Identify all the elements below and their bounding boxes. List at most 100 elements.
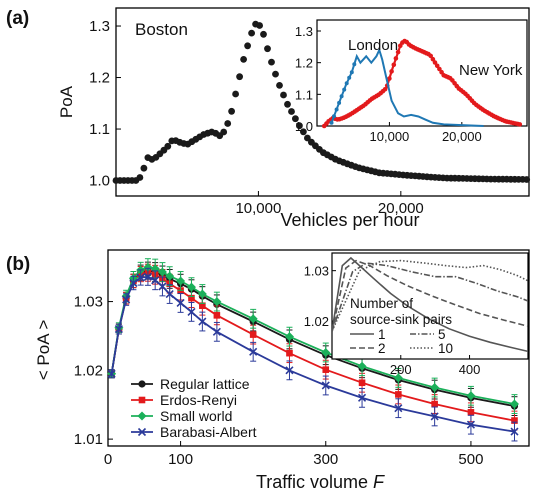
new-york-point bbox=[517, 122, 523, 127]
small-world-point bbox=[393, 373, 403, 383]
panel-a-y-ticks: 1.0 1.1 1.2 1.3 bbox=[89, 18, 121, 190]
erdos-renyi-point bbox=[199, 302, 206, 310]
panel-b: (b) 1.01 1.02 1.03 0 100 300 500 < PoA > Traf… bbox=[6, 249, 530, 492]
erdos-renyi-point bbox=[249, 331, 257, 338]
inset-a-x-tick-label: 10,000 bbox=[370, 129, 410, 144]
boston-point bbox=[240, 56, 248, 63]
panel-b-ylabel: < PoA > bbox=[34, 320, 53, 381]
inset-b-line-1 bbox=[332, 256, 528, 353]
new-york-point bbox=[430, 56, 436, 62]
london-point bbox=[344, 81, 349, 86]
legend-label-barabasi-albert: Barabasi-Albert bbox=[160, 424, 257, 440]
london-point bbox=[342, 87, 347, 92]
panel-b-y-tick-label: 1.02 bbox=[74, 362, 103, 379]
small-world-point bbox=[284, 332, 294, 342]
boston-point bbox=[523, 176, 531, 183]
small-world-point bbox=[357, 361, 367, 371]
erdos-renyi-point bbox=[358, 379, 366, 387]
boston-point bbox=[220, 128, 228, 136]
legend-label-regular-lattice: Regular lattice bbox=[160, 376, 250, 392]
new-york-point bbox=[437, 66, 442, 72]
legend-marker-erdos-renyi bbox=[138, 396, 146, 404]
erdos-renyi-point bbox=[511, 417, 518, 424]
panel-b-x-tick-label: 0 bbox=[104, 451, 112, 468]
erdos-renyi-point bbox=[467, 409, 475, 416]
erdos-renyi-point bbox=[188, 294, 195, 302]
panel-b-label: (b) bbox=[6, 254, 30, 275]
barabasi-albert-point bbox=[122, 295, 131, 304]
panel-a-y-tick-label: 1.1 bbox=[89, 121, 110, 138]
new-york-point bbox=[391, 62, 397, 68]
legend-marker-barabasi-albert bbox=[137, 427, 147, 437]
boston-point bbox=[276, 82, 283, 89]
inset-b-legend-label-5: 5 bbox=[438, 327, 446, 342]
barabasi-albert-point bbox=[165, 289, 174, 299]
inset-b-legend-label-10: 10 bbox=[438, 341, 453, 356]
panel-b-y-tick-label: 1.03 bbox=[74, 294, 103, 311]
inset-a-y-tick-label: 1.1 bbox=[295, 87, 313, 102]
barabasi-albert-point bbox=[151, 276, 160, 285]
small-world-point bbox=[212, 297, 222, 307]
small-world-point bbox=[430, 383, 440, 393]
small-world-point bbox=[143, 262, 153, 272]
boston-point bbox=[280, 91, 287, 99]
erdos-renyi-point bbox=[322, 366, 330, 373]
legend-label-erdos-renyi: Erdos-Renyi bbox=[160, 392, 237, 408]
inset-b-y-ticks: 1.02 1.03 bbox=[304, 264, 336, 329]
boston-point bbox=[288, 108, 295, 115]
barabasi-albert-point bbox=[107, 369, 116, 378]
inset-a: 1.0 1.1 1.2 1.3 10,000 20,000 London New Yor… bbox=[295, 19, 528, 144]
barabasi-albert-point bbox=[198, 317, 207, 326]
barabasi-albert-point bbox=[129, 278, 138, 288]
boston-point bbox=[272, 70, 279, 78]
london-point bbox=[329, 120, 334, 125]
boston-point bbox=[244, 42, 252, 50]
inset-a-y-ticks: 1.0 1.1 1.2 1.3 bbox=[295, 24, 321, 134]
inset-a-marks bbox=[321, 38, 523, 129]
barabasi-albert-point bbox=[321, 381, 330, 390]
boston-point bbox=[140, 164, 148, 172]
boston-point bbox=[164, 142, 172, 150]
boston-point bbox=[236, 73, 244, 81]
panel-b-xlabel-text: Traffic volume bbox=[256, 472, 373, 492]
small-world-point bbox=[186, 282, 196, 292]
small-world-point bbox=[248, 314, 258, 324]
panel-b-x-ticks: 0 100 300 500 bbox=[104, 441, 483, 468]
panel-a-annotation: Boston bbox=[135, 20, 188, 39]
panel-b-frame bbox=[107, 249, 530, 447]
london-point bbox=[339, 94, 344, 99]
inset-b-marks bbox=[332, 256, 528, 353]
inset-b-line-2 bbox=[332, 259, 528, 332]
small-world-point bbox=[509, 399, 519, 409]
barabasi-albert-point bbox=[466, 420, 475, 429]
barabasi-albert-point bbox=[136, 273, 145, 282]
panel-a-label: (a) bbox=[6, 8, 29, 29]
inset-b-x-tick-label: 200 bbox=[390, 362, 412, 377]
legend-label-small-world: Small world bbox=[160, 408, 232, 424]
boston-point bbox=[232, 90, 240, 98]
barabasi-albert-point bbox=[212, 327, 221, 336]
inset-a-y-tick-label: 1.2 bbox=[295, 56, 313, 71]
panel-a-marks bbox=[112, 20, 531, 184]
panel-b-xlabel: Traffic volume F bbox=[256, 472, 385, 492]
small-world-point bbox=[157, 267, 167, 277]
london-point bbox=[352, 62, 357, 67]
boston-point bbox=[136, 174, 144, 181]
inset-b-x-tick-label: 400 bbox=[459, 362, 481, 377]
inset-b-legend-title-line-2: source-sink pairs bbox=[350, 312, 452, 327]
panel-a-x-tick-label: 20,000 bbox=[378, 200, 424, 217]
barabasi-albert-point bbox=[285, 366, 294, 375]
barabasi-albert-point bbox=[357, 393, 367, 402]
new-york-point bbox=[393, 56, 399, 61]
barabasi-albert-point bbox=[394, 404, 403, 413]
panel-a-x-tick-label: 10,000 bbox=[235, 200, 281, 217]
barabasi-albert-point bbox=[510, 427, 519, 436]
small-world-point bbox=[466, 391, 476, 401]
small-world-point bbox=[165, 271, 175, 281]
panel-b-marks bbox=[107, 258, 519, 442]
legend-marker-regular-lattice bbox=[138, 380, 146, 388]
london-point bbox=[347, 75, 352, 80]
inset-a-label-london: London bbox=[348, 37, 398, 54]
